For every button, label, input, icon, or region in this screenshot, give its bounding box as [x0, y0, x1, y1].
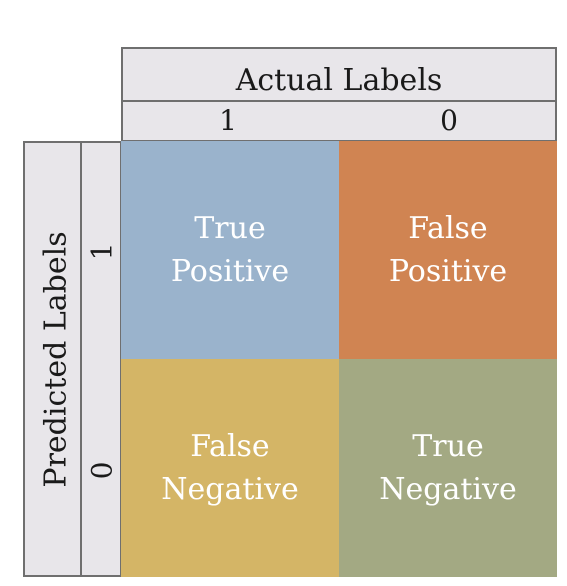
actual-labels-title: Actual Labels: [236, 63, 443, 98]
actual-tick-0: 0: [434, 104, 464, 137]
cell-false-positive: False Positive: [339, 141, 557, 359]
actual-ticks-row: 1 0: [121, 100, 557, 142]
cell-false-positive-line1: False: [389, 207, 507, 250]
cell-false-positive-line2: Positive: [389, 250, 507, 293]
actual-tick-1: 1: [213, 104, 243, 137]
cell-false-negative-line2: Negative: [161, 468, 298, 511]
predicted-ticks-column: 1 0: [80, 141, 122, 577]
predicted-tick-1: 1: [86, 237, 119, 267]
cell-true-positive-line2: Positive: [171, 250, 289, 293]
actual-labels-header: Actual Labels: [121, 47, 557, 102]
predicted-labels-title: Predicted Labels: [39, 231, 74, 487]
cell-true-negative-label: True Negative: [379, 425, 516, 511]
cell-false-negative-label: False Negative: [161, 425, 298, 511]
cell-true-negative-line2: Negative: [379, 468, 516, 511]
cell-true-positive: True Positive: [121, 141, 339, 359]
cell-true-negative-line1: True: [379, 425, 516, 468]
cell-true-positive-label: True Positive: [171, 207, 289, 293]
cell-true-negative: True Negative: [339, 359, 557, 577]
cell-true-positive-line1: True: [171, 207, 289, 250]
cell-false-positive-label: False Positive: [389, 207, 507, 293]
predicted-labels-header: Predicted Labels: [23, 141, 82, 577]
cell-false-negative: False Negative: [121, 359, 339, 577]
cell-false-negative-line1: False: [161, 425, 298, 468]
predicted-tick-0: 0: [86, 456, 119, 486]
